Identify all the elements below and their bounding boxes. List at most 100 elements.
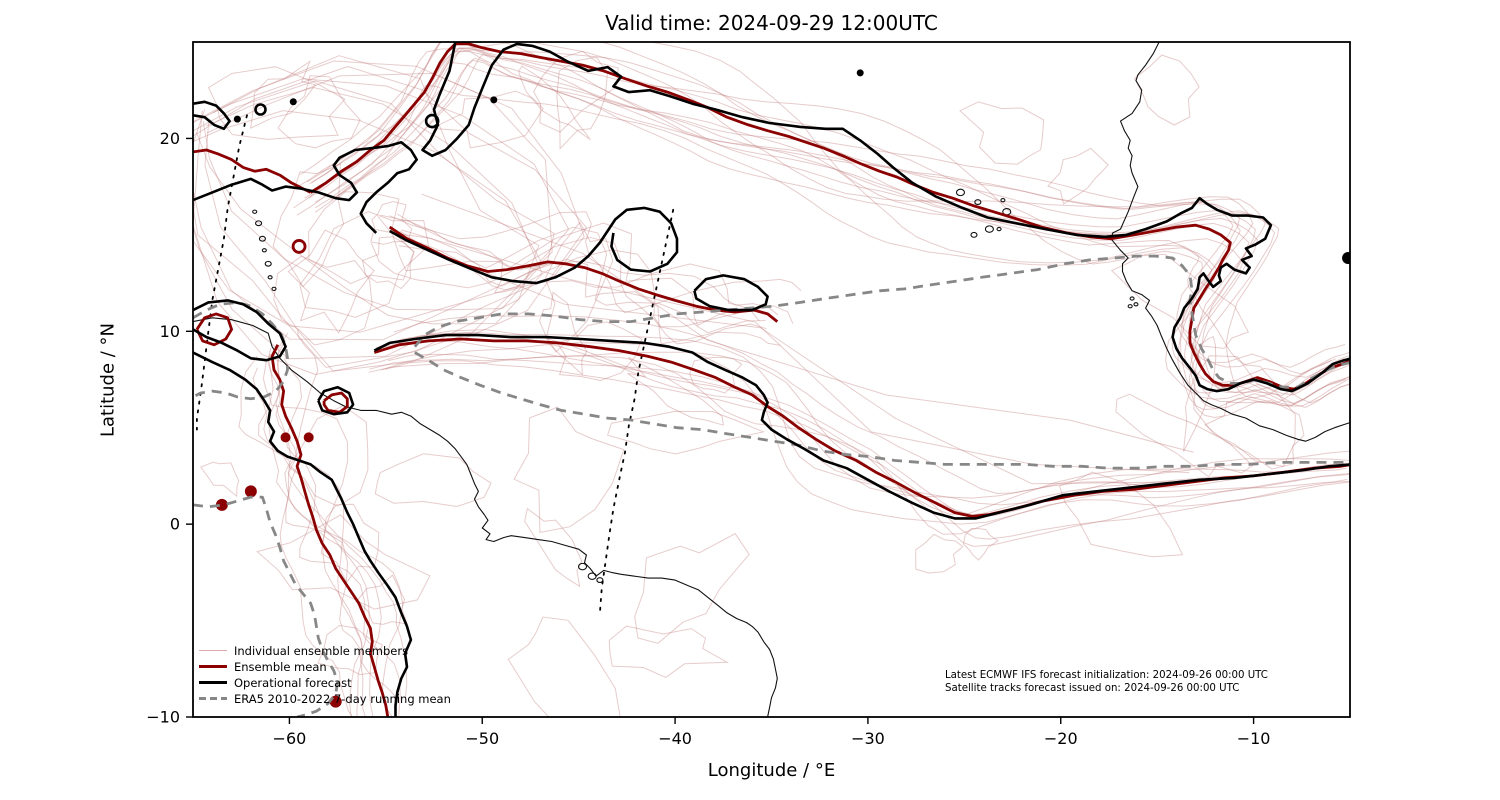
mean-dot bbox=[303, 432, 314, 443]
satellite-line bbox=[599, 208, 675, 614]
legend-label: Individual ensemble members bbox=[234, 643, 409, 658]
ensemble-member-loop bbox=[608, 625, 729, 678]
ensemble-member-line bbox=[284, 351, 401, 717]
plot-border bbox=[192, 41, 1351, 718]
y-tick-label: 20 bbox=[160, 129, 180, 148]
ensemble-member-line bbox=[377, 215, 763, 326]
operational-line bbox=[373, 333, 1350, 520]
ensemble-member-loop bbox=[538, 291, 588, 376]
satellite-line bbox=[196, 114, 248, 431]
island-outline bbox=[258, 235, 266, 242]
operational-ring bbox=[424, 113, 440, 129]
y-tick-label: −10 bbox=[146, 708, 180, 727]
era5-line bbox=[413, 254, 1350, 389]
ensemble-member-line bbox=[421, 193, 1194, 453]
operational-line bbox=[193, 351, 413, 717]
ensemble-member-loop bbox=[277, 75, 361, 149]
legend-swatch-line bbox=[199, 665, 227, 668]
island-outline bbox=[264, 260, 272, 267]
x-tick-label: −30 bbox=[851, 729, 885, 748]
ensemble-member-line bbox=[314, 57, 1350, 404]
ensemble-member-loop bbox=[1115, 393, 1254, 478]
ensemble-member-line bbox=[330, 53, 1350, 418]
ensemble-member-loop bbox=[533, 50, 619, 133]
ensemble-member-line bbox=[193, 78, 570, 333]
ensemble-member-loop bbox=[1204, 400, 1305, 470]
legend-swatch-thinline bbox=[199, 649, 227, 652]
ensemble-member-loop bbox=[959, 101, 1045, 165]
mean-line bbox=[193, 148, 312, 194]
legend-item: Ensemble mean bbox=[199, 660, 451, 674]
x-tick-label: −60 bbox=[273, 729, 307, 748]
ensemble-member-loop bbox=[1133, 54, 1200, 126]
ensemble-member-line bbox=[238, 355, 370, 717]
ensemble-member-loop bbox=[518, 65, 591, 141]
satellite-layer bbox=[196, 114, 675, 614]
ensemble-member-loop bbox=[256, 514, 431, 610]
operational-dot bbox=[490, 96, 498, 104]
ensemble-member-loop bbox=[524, 507, 583, 588]
ensemble-member-loop bbox=[634, 533, 750, 644]
island-outline bbox=[596, 577, 604, 584]
coastline bbox=[1110, 42, 1350, 442]
operational-line bbox=[389, 206, 679, 285]
ensemble-member-line bbox=[381, 342, 1350, 525]
ensemble-member-loop bbox=[556, 56, 608, 150]
ensemble-member-line bbox=[375, 340, 1347, 516]
ensemble-member-line bbox=[397, 213, 779, 316]
legend-item: Operational forecast bbox=[199, 675, 451, 690]
mean-ring bbox=[291, 239, 307, 254]
legend-swatch-line bbox=[199, 681, 227, 684]
ensemble-member-loop bbox=[556, 321, 643, 382]
legend-item: ERA5 2010-2022 7-day running mean bbox=[199, 692, 451, 706]
legend-label: Operational forecast bbox=[234, 675, 352, 690]
mean-line bbox=[322, 391, 349, 414]
island-outline bbox=[1133, 302, 1139, 307]
ensemble-member-loop bbox=[1193, 355, 1296, 468]
ensemble-member-loop bbox=[689, 356, 743, 394]
ensemble-member-line bbox=[193, 110, 543, 311]
ensemble-member-loop bbox=[915, 533, 964, 574]
ensemble-member-loop bbox=[606, 410, 766, 455]
legend-item: Individual ensemble members bbox=[199, 643, 451, 658]
ensemble-member-line bbox=[315, 62, 1350, 406]
island-outline bbox=[577, 562, 588, 571]
ensemble-member-line bbox=[193, 66, 587, 372]
ensemble-member-line bbox=[387, 353, 1350, 506]
ensemble-member-loop bbox=[513, 406, 625, 534]
island-outline bbox=[267, 275, 273, 280]
ensemble-member-line bbox=[193, 55, 540, 368]
y-axis-label: Latitude / °N bbox=[97, 322, 119, 438]
x-tick-label: −40 bbox=[658, 729, 692, 748]
ensemble-member-line bbox=[370, 236, 767, 345]
island-outline bbox=[1129, 296, 1135, 301]
island-outline bbox=[252, 209, 258, 214]
ensemble-member-line bbox=[393, 315, 1350, 494]
ensemble-member-line bbox=[196, 87, 543, 325]
island-outline bbox=[1127, 304, 1133, 309]
mean-line bbox=[373, 337, 1350, 518]
ensemble-member-loop bbox=[200, 461, 240, 498]
annotation-issued-time: Satellite tracks forecast issued on: 202… bbox=[945, 683, 1240, 694]
legend-swatch-dashed bbox=[199, 697, 227, 700]
island-outline bbox=[1000, 197, 1006, 203]
ensemble-member-line bbox=[368, 355, 1348, 535]
ensemble-member-loop bbox=[627, 356, 725, 426]
ensemble-member-line bbox=[293, 42, 1332, 389]
ensemble-member-loop bbox=[374, 453, 492, 508]
annotation-init-time: Latest ECMWF IFS forecast initialization… bbox=[945, 670, 1268, 681]
coastline-layer bbox=[193, 42, 1350, 717]
island-outline bbox=[255, 220, 263, 227]
ensemble-member-loop bbox=[507, 616, 621, 717]
ensemble-member-line bbox=[193, 60, 553, 375]
y-tick-label: 10 bbox=[160, 322, 180, 341]
ensemble-member-loop bbox=[544, 221, 614, 353]
operational-layer bbox=[193, 42, 1350, 717]
ensemble-member-line bbox=[374, 226, 766, 334]
island-outline bbox=[587, 572, 597, 580]
x-tick-label: −10 bbox=[1237, 729, 1271, 748]
x-tick-label: −20 bbox=[1044, 729, 1078, 748]
ensemble-member-line bbox=[258, 347, 366, 717]
operational-line bbox=[193, 141, 418, 234]
ensemble-member-line bbox=[287, 329, 404, 717]
